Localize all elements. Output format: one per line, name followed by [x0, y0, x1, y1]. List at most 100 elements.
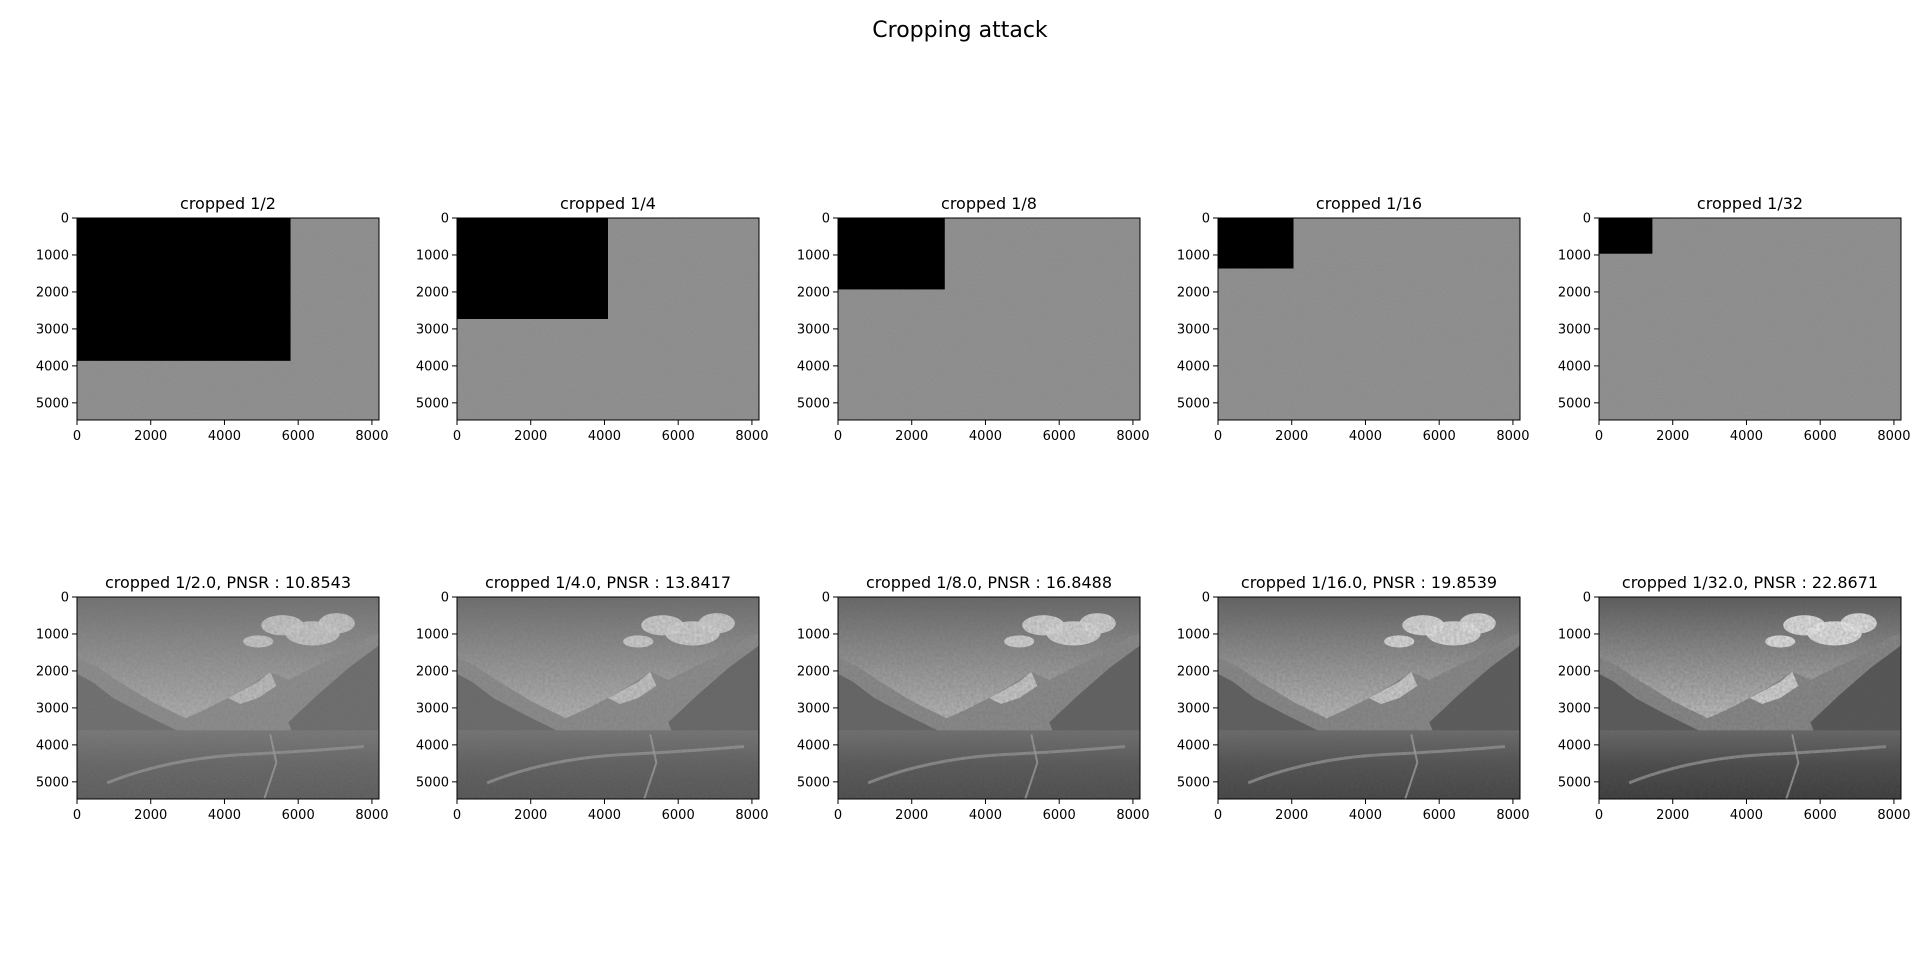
x-tick-label: 4000 [588, 808, 621, 823]
cropped-region [77, 218, 291, 361]
x-tick-label: 4000 [1349, 429, 1382, 444]
y-tick-label: 5000 [1177, 396, 1210, 411]
cropped-region [457, 218, 608, 319]
y-tick-label: 1000 [416, 627, 449, 642]
axes-frame [837, 596, 1141, 800]
image-area [838, 218, 1140, 420]
y-tick-label: 1000 [1558, 248, 1591, 263]
image-area [77, 218, 379, 420]
x-tick-label: 2000 [134, 808, 167, 823]
axes-frame [76, 596, 380, 800]
y-tick-label: 3000 [797, 322, 830, 337]
y-tick-label: 0 [1202, 591, 1210, 606]
x-tick-label: 4000 [588, 429, 621, 444]
y-tick-label: 3000 [416, 322, 449, 337]
y-tick-label: 1000 [416, 248, 449, 263]
subplot-watermark-4: cropped 1/32 0 2000 4000 6000 8000 0 1000 2000 30… [1558, 194, 1911, 444]
y-tick-label: 5000 [1558, 396, 1591, 411]
subplot-title: cropped 1/16 [1316, 194, 1422, 213]
x-tick-label: 2000 [895, 808, 928, 823]
y-tick-label: 3000 [416, 701, 449, 716]
image-area [1599, 218, 1901, 420]
x-tick-label: 6000 [662, 808, 695, 823]
y-tick-label: 2000 [416, 664, 449, 679]
image-area [77, 597, 379, 799]
x-tick-label: 8000 [355, 808, 388, 823]
x-tick-label: 2000 [1656, 429, 1689, 444]
x-tick-label: 6000 [282, 429, 315, 444]
texture-overlay [1599, 597, 1901, 799]
x-tick-label: 0 [1595, 808, 1603, 823]
subplot-title: cropped 1/32.0, PNSR : 22.8671 [1622, 573, 1878, 592]
y-tick-label: 3000 [1558, 701, 1591, 716]
subplot-recovered-4: cropped 1/32.0, PNSR : 22.8671 0 2000 4000 6… [1558, 573, 1911, 823]
y-tick-label: 2000 [36, 285, 69, 300]
x-tick-label: 2000 [1656, 808, 1689, 823]
subplot-recovered-0: cropped 1/2.0, PNSR : 10.8543 0 2000 4000 60… [36, 573, 389, 823]
axes-frame [1217, 217, 1521, 421]
x-tick-label: 0 [73, 429, 81, 444]
y-tick-label: 1000 [1558, 627, 1591, 642]
cropped-region [1599, 218, 1653, 254]
subplot-recovered-3: cropped 1/16.0, PNSR : 19.8539 0 2000 4000 6… [1177, 573, 1530, 823]
y-tick-label: 0 [822, 212, 830, 227]
axes-frame [1217, 596, 1521, 800]
y-tick-label: 3000 [797, 701, 830, 716]
y-tick-label: 5000 [797, 775, 830, 790]
y-tick-label: 2000 [1558, 285, 1591, 300]
subplot-watermark-2: cropped 1/8 0 2000 4000 6000 8000 0 1000 2000 300… [797, 194, 1150, 444]
image-area [1218, 218, 1520, 420]
subplot-title: cropped 1/2 [180, 194, 276, 213]
noise-grain [1218, 597, 1520, 799]
axes-frame [1598, 596, 1902, 800]
x-tick-label: 2000 [895, 429, 928, 444]
y-tick-label: 4000 [797, 359, 830, 374]
axes-frame [1598, 217, 1902, 421]
subplot-recovered-2: cropped 1/8.0, PNSR : 16.8488 0 2000 4000 60… [797, 573, 1150, 823]
x-tick-label: 8000 [1877, 429, 1910, 444]
x-tick-label: 6000 [1423, 808, 1456, 823]
y-tick-label: 1000 [36, 248, 69, 263]
image-area [457, 218, 759, 420]
x-tick-label: 8000 [1496, 808, 1529, 823]
cropped-region [838, 218, 945, 290]
y-tick-label: 4000 [36, 738, 69, 753]
x-tick-label: 0 [453, 808, 461, 823]
y-tick-label: 4000 [36, 359, 69, 374]
x-tick-label: 0 [1214, 808, 1222, 823]
subplot-title: cropped 1/2.0, PNSR : 10.8543 [105, 573, 351, 592]
x-tick-label: 6000 [1804, 808, 1837, 823]
x-tick-label: 4000 [969, 808, 1002, 823]
y-tick-label: 4000 [1177, 359, 1210, 374]
x-tick-label: 8000 [1877, 808, 1910, 823]
image-area [838, 597, 1140, 799]
x-tick-label: 8000 [735, 808, 768, 823]
y-tick-label: 5000 [36, 396, 69, 411]
y-tick-label: 2000 [1177, 285, 1210, 300]
y-tick-label: 0 [1583, 591, 1591, 606]
y-tick-label: 0 [441, 591, 449, 606]
x-tick-label: 8000 [1116, 429, 1149, 444]
x-tick-label: 0 [73, 808, 81, 823]
noise-grain [838, 597, 1140, 799]
subplot-watermark-1: cropped 1/4 0 2000 4000 6000 8000 0 1000 2000 300… [416, 194, 769, 444]
y-tick-label: 0 [1583, 212, 1591, 227]
y-tick-label: 5000 [36, 775, 69, 790]
subplot-watermark-3: cropped 1/16 0 2000 4000 6000 8000 0 1000 2000 30… [1177, 194, 1530, 444]
y-tick-label: 4000 [1177, 738, 1210, 753]
y-tick-label: 3000 [1177, 322, 1210, 337]
y-tick-label: 2000 [36, 664, 69, 679]
noise-grain [1599, 597, 1901, 799]
noise-grain [457, 597, 759, 799]
y-tick-label: 5000 [1177, 775, 1210, 790]
y-tick-label: 4000 [1558, 738, 1591, 753]
x-tick-label: 2000 [1275, 808, 1308, 823]
y-tick-label: 2000 [797, 664, 830, 679]
subplot-title: cropped 1/4.0, PNSR : 13.8417 [485, 573, 731, 592]
y-tick-label: 0 [822, 591, 830, 606]
y-tick-label: 3000 [36, 322, 69, 337]
y-tick-label: 1000 [797, 248, 830, 263]
x-tick-label: 0 [1214, 429, 1222, 444]
x-tick-label: 6000 [282, 808, 315, 823]
x-tick-label: 8000 [735, 429, 768, 444]
